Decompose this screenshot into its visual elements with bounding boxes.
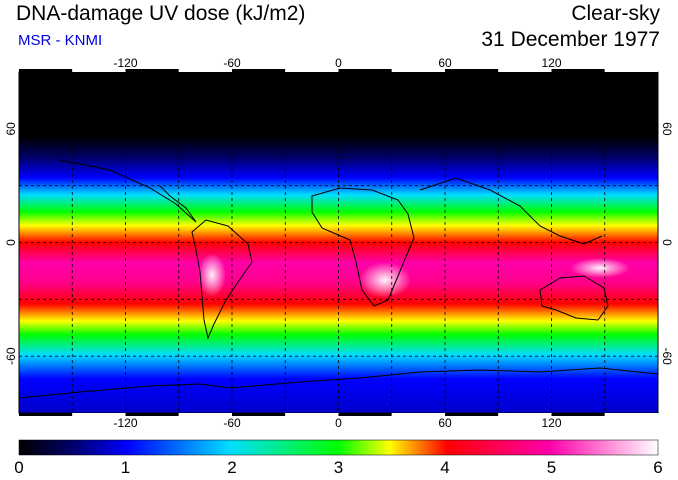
longitude-tick-label: 120 — [541, 56, 561, 70]
frame-tick — [445, 69, 499, 72]
frame-tick — [604, 69, 658, 72]
frame-tick — [19, 69, 73, 72]
coast-australia — [539, 275, 609, 321]
source-label: MSR - KNMI — [18, 32, 103, 49]
dose-peak-pacific — [570, 258, 630, 278]
frame-tick — [338, 413, 392, 416]
colorbar-tick-label: 4 — [440, 458, 450, 477]
graticule — [19, 72, 658, 413]
map-title: DNA-damage UV dose (kJ/m2) — [16, 2, 306, 25]
coast-north-america — [59, 159, 197, 223]
colorbar-tick-label: 0 — [14, 458, 24, 477]
sky-condition-label: Clear-sky — [571, 2, 660, 25]
frame-tick — [391, 413, 445, 416]
longitude-tick-label: -60 — [223, 416, 241, 430]
frame-tick — [551, 69, 605, 72]
frame-tick — [285, 413, 339, 416]
frame-ticks — [19, 69, 658, 416]
latitude-labels-right: 60 0 -60 — [660, 122, 674, 365]
latitude-labels-left: 60 0 -60 — [4, 122, 18, 365]
colorbar-tick-label: 2 — [227, 458, 237, 477]
colorbar — [18, 439, 659, 456]
colorbar-tick-label: 6 — [653, 458, 663, 477]
longitude-tick-label: -120 — [113, 416, 137, 430]
colorbar-tick-label: 3 — [333, 458, 344, 477]
longitude-tick-label: 0 — [335, 416, 342, 430]
frame-tick — [178, 69, 232, 72]
coast-south-america — [191, 219, 253, 340]
longitude-labels-top: -120 -60 0 60 120 — [113, 56, 561, 70]
frame-tick — [125, 69, 179, 72]
frame-tick — [551, 413, 605, 416]
dose-peak-southern-africa — [359, 262, 411, 298]
frame-tick — [72, 69, 126, 72]
frame-tick — [19, 413, 73, 416]
longitude-tick-label: -120 — [113, 56, 137, 70]
frame-tick — [232, 69, 286, 72]
colorbar-tick-label: 5 — [546, 458, 557, 477]
latitude-tick-label: 60 — [660, 122, 674, 136]
frame-tick — [445, 413, 499, 416]
longitude-tick-label: 60 — [438, 56, 452, 70]
coast-antarctica — [18, 367, 659, 399]
frame-tick — [604, 413, 658, 416]
date-label: 31 December 1977 — [481, 28, 660, 51]
longitude-tick-label: 60 — [438, 416, 452, 430]
longitude-tick-label: 0 — [335, 56, 342, 70]
longitude-tick-label: -60 — [223, 56, 241, 70]
frame-tick — [338, 69, 392, 72]
latitude-tick-label: 0 — [4, 239, 18, 246]
dose-peak-south-america — [198, 253, 226, 297]
frame-tick — [232, 413, 286, 416]
longitude-tick-label: 120 — [541, 416, 561, 430]
frame-tick — [72, 413, 126, 416]
frame-tick — [125, 413, 179, 416]
frame-tick — [498, 69, 552, 72]
frame-tick — [285, 69, 339, 72]
frame-tick — [391, 69, 445, 72]
frame-tick — [178, 413, 232, 416]
longitude-labels-bottom: -120 -60 0 60 120 — [113, 416, 561, 430]
coast-africa — [311, 187, 415, 307]
colorbar-tick-label: 1 — [120, 458, 131, 477]
latitude-tick-label: -60 — [660, 347, 674, 365]
latitude-tick-label: 0 — [660, 239, 674, 246]
latitude-tick-label: -60 — [4, 347, 18, 365]
coastlines — [18, 159, 659, 399]
frame-tick — [498, 413, 552, 416]
latitude-tick-label: 60 — [4, 122, 18, 136]
